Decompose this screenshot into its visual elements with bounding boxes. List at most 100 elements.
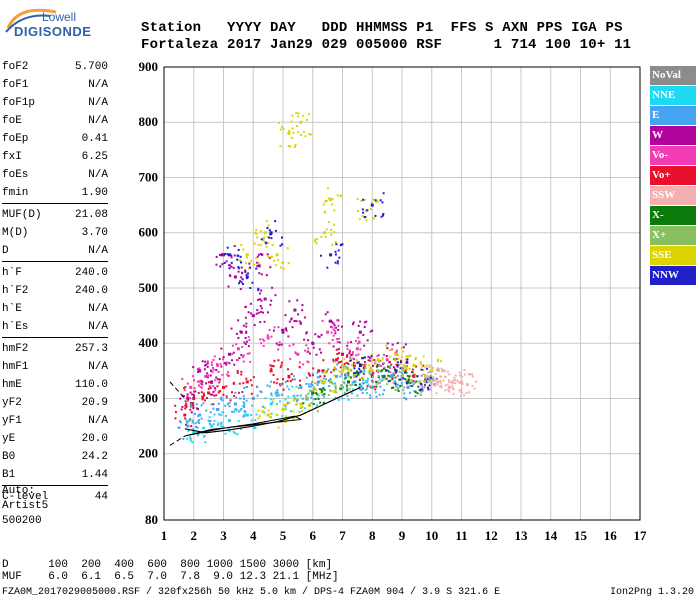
data-point bbox=[371, 379, 374, 382]
data-point bbox=[461, 391, 464, 394]
data-point bbox=[190, 405, 193, 408]
data-point bbox=[315, 392, 318, 395]
data-point bbox=[252, 315, 255, 318]
data-point bbox=[333, 374, 336, 377]
data-point bbox=[293, 416, 296, 419]
data-point bbox=[376, 358, 380, 362]
data-point bbox=[212, 366, 215, 369]
data-point bbox=[355, 354, 358, 357]
data-point bbox=[328, 385, 331, 388]
data-point bbox=[414, 356, 417, 359]
data-point bbox=[389, 355, 392, 358]
data-point bbox=[237, 270, 240, 273]
data-point bbox=[270, 412, 273, 415]
data-point bbox=[436, 367, 439, 370]
data-point bbox=[430, 381, 433, 384]
data-point bbox=[232, 266, 235, 269]
data-point bbox=[329, 380, 333, 384]
data-point bbox=[273, 326, 276, 329]
data-point bbox=[302, 114, 305, 117]
data-point bbox=[367, 370, 370, 373]
data-point bbox=[194, 422, 197, 425]
param-value: N/A bbox=[88, 115, 108, 127]
data-point bbox=[394, 380, 397, 383]
data-point bbox=[272, 329, 275, 332]
data-point bbox=[396, 353, 399, 356]
data-point bbox=[267, 224, 270, 227]
data-point bbox=[420, 374, 423, 377]
data-point bbox=[364, 366, 367, 369]
data-point bbox=[360, 385, 363, 388]
data-point bbox=[357, 336, 360, 339]
data-point bbox=[333, 390, 336, 393]
data-point bbox=[197, 408, 200, 411]
data-point bbox=[227, 371, 230, 374]
data-point bbox=[269, 231, 273, 235]
data-point bbox=[352, 380, 356, 384]
data-point bbox=[284, 398, 287, 401]
data-point bbox=[363, 363, 366, 366]
data-point bbox=[395, 358, 398, 361]
data-point bbox=[406, 361, 409, 364]
data-point bbox=[209, 420, 212, 423]
data-point bbox=[420, 384, 423, 387]
data-point bbox=[213, 413, 216, 416]
data-point bbox=[217, 408, 220, 411]
data-point bbox=[174, 410, 177, 413]
data-point bbox=[281, 330, 284, 333]
data-point bbox=[316, 237, 319, 240]
data-point bbox=[448, 380, 451, 383]
data-point bbox=[212, 359, 215, 362]
data-point bbox=[376, 365, 379, 368]
data-point bbox=[308, 392, 311, 395]
data-point bbox=[352, 373, 355, 376]
data-point bbox=[345, 384, 348, 387]
data-point bbox=[391, 377, 394, 380]
data-point bbox=[309, 385, 312, 388]
logo-lowell: Lowell bbox=[41, 10, 76, 24]
data-point bbox=[280, 364, 283, 367]
data-point bbox=[243, 386, 246, 389]
data-point bbox=[299, 322, 302, 325]
data-point bbox=[420, 383, 423, 386]
data-point bbox=[366, 387, 369, 390]
data-point bbox=[260, 391, 263, 394]
data-point bbox=[454, 382, 457, 385]
data-point bbox=[392, 381, 395, 384]
data-point bbox=[303, 338, 306, 341]
data-point bbox=[400, 374, 404, 378]
data-point bbox=[263, 236, 266, 239]
data-point bbox=[254, 419, 257, 422]
data-point bbox=[329, 254, 332, 257]
param-value: 5.700 bbox=[74, 61, 108, 73]
data-point bbox=[323, 375, 326, 378]
legend-item-e: E bbox=[650, 106, 696, 125]
data-point bbox=[228, 274, 231, 277]
data-point bbox=[326, 311, 329, 314]
data-point bbox=[377, 354, 380, 357]
data-point bbox=[343, 362, 346, 365]
data-point bbox=[183, 413, 187, 417]
data-point bbox=[215, 376, 218, 379]
data-point bbox=[432, 376, 435, 379]
data-point bbox=[422, 379, 425, 382]
data-point bbox=[387, 374, 390, 377]
data-point bbox=[431, 380, 434, 383]
data-point bbox=[189, 403, 192, 406]
data-point bbox=[345, 361, 348, 364]
data-point bbox=[251, 281, 254, 284]
data-point bbox=[378, 364, 381, 367]
y-tick-label: 500 bbox=[139, 280, 159, 295]
data-point bbox=[182, 395, 185, 398]
header-labels: Station YYYY DAY DDD HHMMSS P1 FFS S AXN… bbox=[141, 20, 623, 36]
data-point bbox=[242, 395, 245, 398]
data-point bbox=[322, 203, 325, 206]
param-value: N/A bbox=[88, 79, 108, 91]
data-point bbox=[335, 358, 339, 362]
data-point bbox=[310, 396, 313, 399]
x-tick-label: 11 bbox=[455, 528, 467, 543]
data-point bbox=[337, 328, 340, 331]
data-point bbox=[303, 130, 306, 133]
data-point bbox=[435, 381, 438, 384]
data-point bbox=[261, 338, 264, 341]
